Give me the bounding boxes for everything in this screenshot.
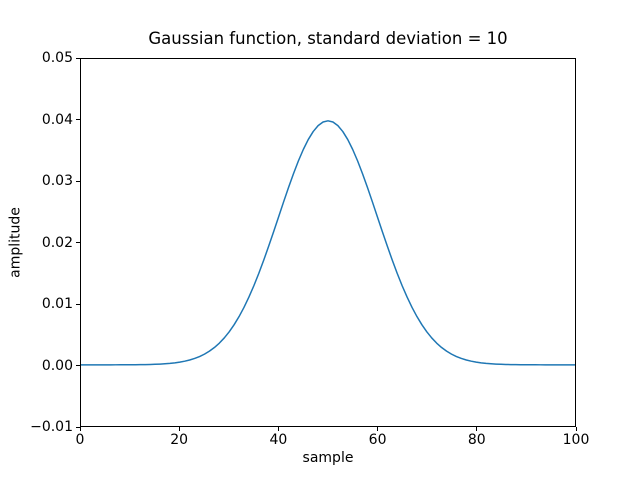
chart-title: Gaussian function, standard deviation = …: [148, 29, 508, 48]
y-tick-label: 0.05: [41, 50, 73, 66]
x-tick-mark: [277, 427, 279, 431]
x-tick-label: 60: [368, 432, 387, 448]
x-tick-label: 0: [75, 432, 85, 448]
x-tick-label: 20: [170, 432, 189, 448]
y-tick-label: 0.00: [41, 357, 73, 374]
x-axis-label: sample: [302, 450, 354, 466]
x-tick-mark: [178, 427, 180, 431]
x-tick-mark: [575, 427, 577, 431]
y-tick-label: 0.04: [41, 111, 73, 128]
y-tick-mark: [76, 365, 80, 366]
y-tick-label: 0.03: [41, 173, 73, 189]
x-tick-label: 80: [467, 432, 486, 448]
x-tick-mark: [377, 427, 379, 431]
plot-area: [80, 58, 576, 427]
y-tick-mark: [76, 242, 80, 243]
y-tick-mark: [76, 180, 80, 182]
y-tick-label: 0.02: [41, 234, 73, 251]
x-tick-mark: [79, 427, 81, 431]
y-tick-mark: [76, 303, 80, 305]
y-tick-mark: [76, 57, 80, 59]
y-tick-label: −0.01: [30, 419, 73, 435]
x-tick-label: 40: [269, 432, 288, 448]
y-tick-label: 0.01: [41, 296, 73, 312]
gaussian-line: [81, 120, 575, 366]
y-tick-mark: [76, 119, 80, 120]
x-tick-label: 100: [562, 432, 590, 448]
y-tick-mark: [76, 426, 80, 428]
gaussian-curve-plot: [81, 120, 575, 366]
x-tick-mark: [476, 427, 478, 431]
